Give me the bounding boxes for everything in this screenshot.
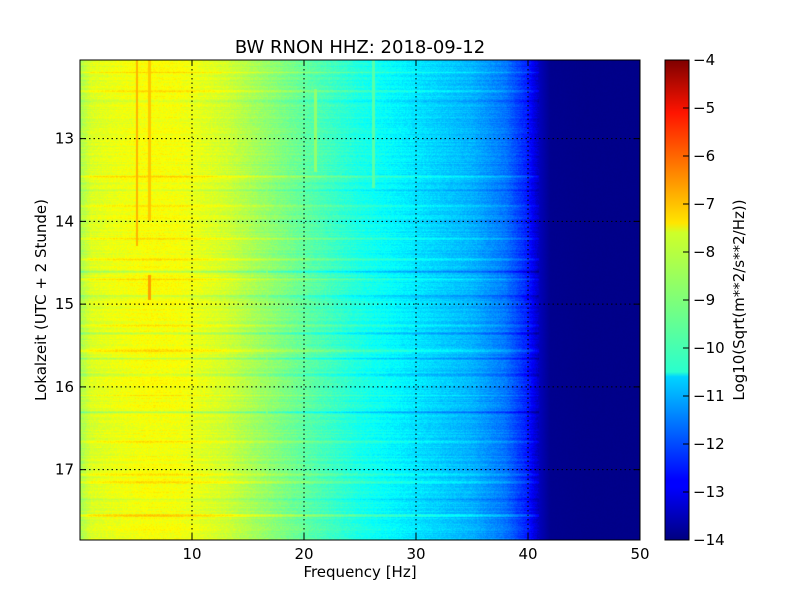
plot-frame (79, 59, 641, 541)
x-tick-label: 10 (182, 545, 201, 563)
colorbar-tick-label: −6 (693, 147, 715, 165)
colorbar-tick-label: −9 (693, 291, 715, 309)
colorbar-ticks: −4 −5 −6 −7 −8 −9 −10 −11 −12 −13 −14 (683, 51, 725, 549)
x-tick-label: 40 (518, 545, 537, 563)
x-tick-label: 30 (406, 545, 425, 563)
colorbar-tick-label: −12 (693, 435, 725, 453)
colorbar-tick-label: −14 (693, 531, 725, 549)
colorbar-tick-label: −7 (693, 195, 715, 213)
y-axis-ticks: 13 14 15 16 17 (55, 130, 640, 479)
x-axis-ticks: 10 20 30 40 50 (182, 60, 650, 563)
colorbar-label: Log10(Sqrt(m**2/s**2/Hz)) (730, 199, 748, 400)
colorbar-tick-label: −10 (693, 339, 725, 357)
y-tick-label: 14 (55, 212, 74, 230)
colorbar: −4 −5 −6 −7 −8 −9 −10 −11 −12 −13 −14 (664, 51, 725, 549)
y-tick-label: 16 (55, 378, 74, 396)
colorbar-tick-label: −4 (693, 51, 715, 69)
y-tick-label: 17 (55, 461, 74, 479)
chart-title: BW RNON HHZ: 2018-09-12 (235, 37, 485, 58)
colorbar-tick-label: −11 (693, 387, 725, 405)
plot-area: 10 20 30 40 50 13 14 15 16 17 (55, 59, 650, 563)
colorbar-tick-label: −5 (693, 99, 715, 117)
y-tick-label: 15 (55, 295, 74, 313)
grid (80, 60, 640, 540)
colorbar-tick-label: −8 (693, 243, 715, 261)
x-axis-label: Frequency [Hz] (303, 563, 416, 581)
x-tick-label: 50 (630, 545, 649, 563)
y-tick-label: 13 (55, 130, 74, 148)
x-tick-label: 20 (294, 545, 313, 563)
spectrogram-heatmap (80, 60, 640, 540)
colorbar-tick-label: −13 (693, 483, 725, 501)
y-axis-label: Lokalzeit (UTC + 2 Stunde) (32, 199, 50, 401)
